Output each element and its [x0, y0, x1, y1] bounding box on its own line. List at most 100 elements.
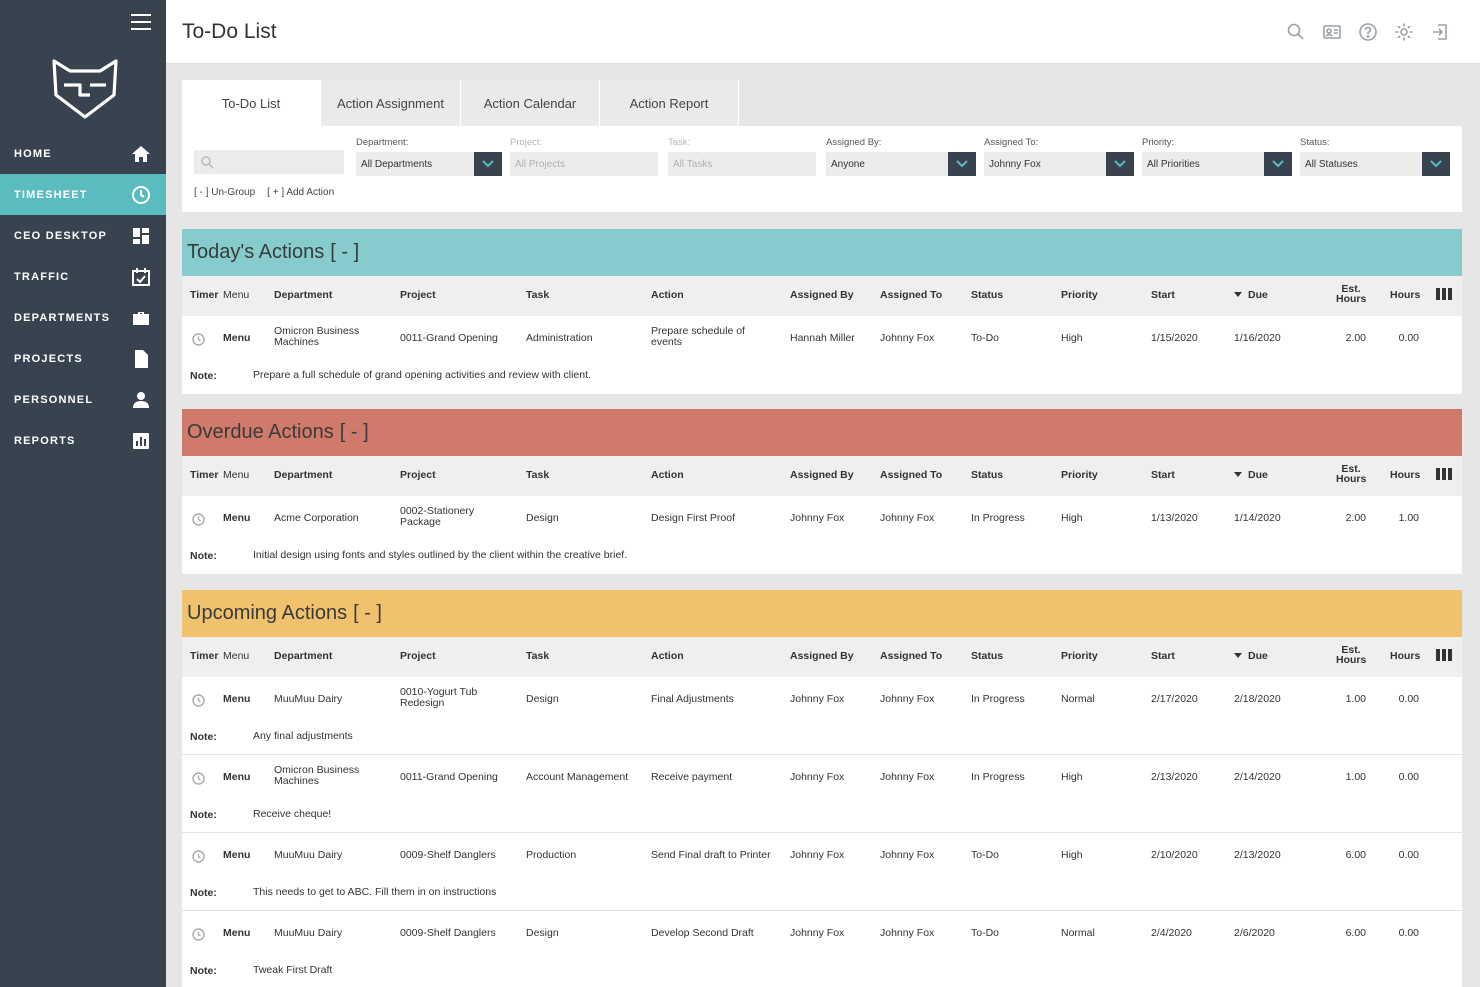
row-menu-button[interactable]: Menu	[223, 849, 251, 861]
sidebar-item-timesheet[interactable]: TIMESHEET	[0, 174, 166, 215]
help-icon[interactable]	[1358, 22, 1378, 42]
col-project[interactable]: Project	[400, 469, 436, 481]
col-est-hours[interactable]: Est. Hours	[1336, 284, 1366, 305]
cell-project[interactable]: 0010-Yogurt Tub Redesign	[400, 687, 477, 709]
table-row[interactable]: Menu Omicron Business Machines 0011-Grand O…	[182, 316, 1462, 394]
contact-card-icon[interactable]	[1322, 22, 1342, 42]
collapse-toggle[interactable]: [ - ]	[339, 421, 369, 443]
col-hours[interactable]: Hours	[1390, 650, 1421, 662]
timer-icon[interactable]	[192, 694, 205, 707]
timer-icon[interactable]	[192, 333, 205, 346]
col-status[interactable]: Status	[971, 289, 1004, 301]
table-row[interactable]: Menu MuuMuu Dairy 0010-Yogurt Tub Redesign D…	[182, 677, 1462, 755]
col-assigned-by[interactable]: Assigned By	[790, 289, 854, 301]
cell-project[interactable]: 0002-Stationery Package	[400, 506, 474, 528]
col-task[interactable]: Task	[526, 650, 550, 662]
col-status[interactable]: Status	[971, 469, 1004, 481]
sidebar-item-personnel[interactable]: PERSONNEL	[0, 379, 166, 420]
app-logo[interactable]	[50, 55, 120, 125]
gear-icon[interactable]	[1394, 22, 1414, 42]
col-assigned-by[interactable]: Assigned By	[790, 469, 854, 481]
col-action[interactable]: Action	[651, 650, 684, 662]
cell-action[interactable]: Receive payment	[651, 772, 732, 783]
task-select[interactable]: All Tasks	[668, 152, 816, 176]
sidebar-item-projects[interactable]: PROJECTS	[0, 338, 166, 379]
cell-department[interactable]: MuuMuu Dairy	[274, 694, 342, 705]
col-priority[interactable]: Priority	[1061, 469, 1098, 481]
project-select[interactable]: All Projects	[510, 152, 658, 176]
col-task[interactable]: Task	[526, 469, 550, 481]
status-select[interactable]: All Statuses	[1300, 152, 1450, 176]
cell-department[interactable]: Acme Corporation	[274, 513, 359, 524]
sidebar-item-traffic[interactable]: TRAFFIC	[0, 256, 166, 297]
timer-icon[interactable]	[192, 513, 205, 526]
table-row[interactable]: Menu Omicron Business Machines 0011-Grand O…	[182, 755, 1462, 833]
column-chooser-icon[interactable]	[1436, 468, 1452, 480]
table-row[interactable]: Menu MuuMuu Dairy 0009-Shelf Danglers Desig…	[182, 911, 1462, 987]
row-menu-button[interactable]: Menu	[223, 771, 251, 783]
collapse-toggle[interactable]: [ - ]	[330, 241, 360, 263]
cell-department[interactable]: MuuMuu Dairy	[274, 928, 342, 939]
col-timer[interactable]: Timer	[190, 469, 219, 481]
col-assigned-to[interactable]: Assigned To	[880, 650, 943, 662]
search-icon[interactable]	[1286, 22, 1306, 42]
chevron-down-icon[interactable]	[474, 152, 502, 176]
row-menu-button[interactable]: Menu	[223, 332, 251, 344]
sidebar-item-ceo-desktop[interactable]: CEO DESKTOP	[0, 215, 166, 256]
assigned-by-select[interactable]: Anyone	[826, 152, 976, 176]
row-menu-button[interactable]: Menu	[223, 693, 251, 705]
col-department[interactable]: Department	[274, 289, 333, 301]
col-assigned-to[interactable]: Assigned To	[880, 289, 943, 301]
col-action[interactable]: Action	[651, 469, 684, 481]
row-menu-button[interactable]: Menu	[223, 927, 251, 939]
cell-action[interactable]: Develop Second Draft	[651, 928, 754, 939]
chevron-down-icon[interactable]	[1422, 152, 1450, 176]
ungroup-link[interactable]: [ - ] Un-Group	[194, 187, 256, 198]
cell-action[interactable]: Design First Proof	[651, 513, 735, 524]
sidebar-item-reports[interactable]: REPORTS	[0, 420, 166, 461]
priority-select[interactable]: All Priorities	[1142, 152, 1292, 176]
cell-project[interactable]: 0011-Grand Opening	[400, 772, 498, 783]
col-est-hours[interactable]: Est. Hours	[1336, 464, 1366, 485]
sidebar-item-departments[interactable]: DEPARTMENTS	[0, 297, 166, 338]
col-hours[interactable]: Hours	[1390, 469, 1421, 481]
cell-project[interactable]: 0009-Shelf Danglers	[400, 928, 496, 939]
col-project[interactable]: Project	[400, 289, 436, 301]
col-timer[interactable]: Timer	[190, 650, 219, 662]
cell-action[interactable]: Final Adjustments	[651, 694, 734, 705]
col-start[interactable]: Start	[1151, 289, 1175, 301]
tab-to-do-list[interactable]: To-Do List	[182, 80, 321, 126]
table-row[interactable]: Menu Acme Corporation 0002-Stationery Packa…	[182, 496, 1462, 574]
sidebar-item-home[interactable]: HOME	[0, 133, 166, 174]
hamburger-menu-icon[interactable]	[131, 14, 151, 30]
cell-project[interactable]: 0009-Shelf Danglers	[400, 850, 496, 861]
col-due[interactable]: Due	[1234, 289, 1268, 301]
chevron-down-icon[interactable]	[1264, 152, 1292, 176]
col-action[interactable]: Action	[651, 289, 684, 301]
chevron-down-icon[interactable]	[948, 152, 976, 176]
col-start[interactable]: Start	[1151, 469, 1175, 481]
search-input[interactable]	[194, 150, 344, 174]
col-priority[interactable]: Priority	[1061, 650, 1098, 662]
logout-icon[interactable]	[1430, 22, 1450, 42]
tab-action-assignment[interactable]: Action Assignment	[321, 80, 461, 126]
table-row[interactable]: Menu MuuMuu Dairy 0009-Shelf Danglers Produ…	[182, 833, 1462, 911]
collapse-toggle[interactable]: [ - ]	[353, 602, 382, 624]
column-chooser-icon[interactable]	[1436, 288, 1452, 300]
cell-department[interactable]: MuuMuu Dairy	[274, 850, 342, 861]
tab-action-report[interactable]: Action Report	[600, 80, 739, 126]
col-due[interactable]: Due	[1234, 650, 1268, 662]
col-est-hours[interactable]: Est. Hours	[1336, 645, 1366, 666]
department-select[interactable]: All Departments	[356, 152, 502, 176]
col-timer[interactable]: Timer	[190, 289, 219, 301]
cell-project[interactable]: 0011-Grand Opening	[400, 333, 498, 344]
row-menu-button[interactable]: Menu	[223, 512, 251, 524]
col-department[interactable]: Department	[274, 469, 333, 481]
timer-icon[interactable]	[192, 772, 205, 785]
col-assigned-to[interactable]: Assigned To	[880, 469, 943, 481]
col-project[interactable]: Project	[400, 650, 436, 662]
cell-action[interactable]: Send Final draft to Printer	[651, 850, 771, 861]
col-assigned-by[interactable]: Assigned By	[790, 650, 854, 662]
cell-department[interactable]: Omicron Business Machines	[274, 765, 359, 787]
col-start[interactable]: Start	[1151, 650, 1175, 662]
